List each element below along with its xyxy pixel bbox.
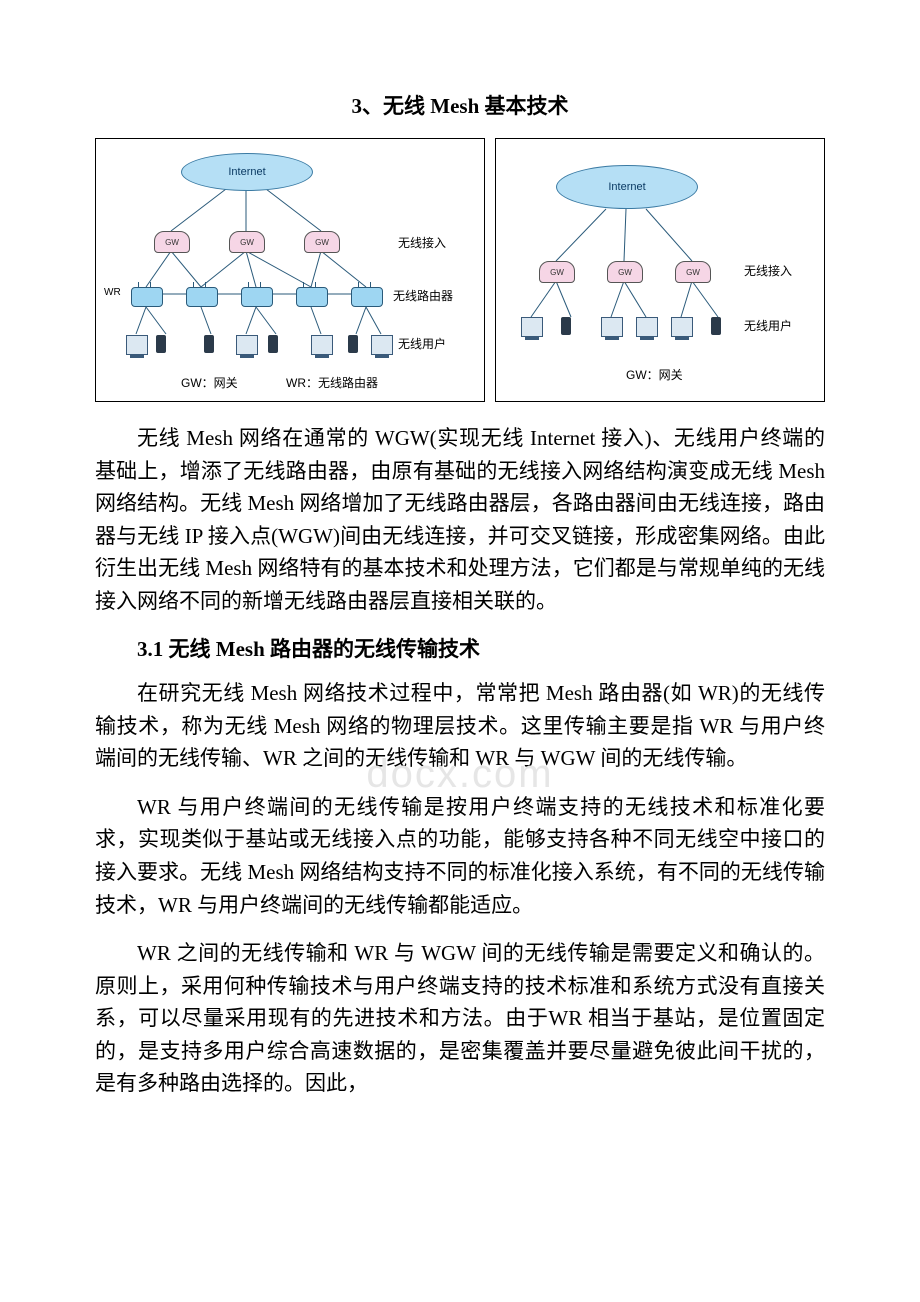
wr-node (186, 287, 218, 307)
phone-icon (348, 335, 358, 353)
wr-tag: WR (104, 287, 121, 298)
diagram-row: Internet GW GW GW 无线接入 WR 无线路由器 (95, 138, 825, 402)
diagram-right: Internet GW GW GW 无线接入 无线用户 GW：网关 (495, 138, 825, 402)
access-label: 无线接入 (744, 262, 792, 279)
phone-icon (268, 335, 278, 353)
pc-icon (126, 335, 148, 355)
footer-gw: GW：网关 (181, 374, 238, 391)
pc-icon (521, 317, 543, 337)
user-label: 无线用户 (398, 335, 446, 352)
gw-node: GW (607, 261, 643, 283)
section-title: 3、无线 Mesh 基本技术 (95, 90, 825, 120)
paragraph-2: 在研究无线 Mesh 网络技术过程中，常常把 Mesh 路由器(如 WR)的无线… (95, 677, 825, 775)
wr-node (241, 287, 273, 307)
router-label: 无线路由器 (393, 287, 453, 304)
internet-cloud: Internet (181, 153, 313, 191)
pc-icon (371, 335, 393, 355)
gw-node: GW (539, 261, 575, 283)
gw-node: GW (675, 261, 711, 283)
wr-node (296, 287, 328, 307)
paragraph-4: WR 之间的无线传输和 WR 与 WGW 间的无线传输是需要定义和确认的。原则上… (95, 937, 825, 1100)
user-label: 无线用户 (744, 317, 792, 334)
phone-icon (711, 317, 721, 335)
phone-icon (204, 335, 214, 353)
gw-node: GW (154, 231, 190, 253)
gw-node: GW (304, 231, 340, 253)
internet-cloud: Internet (556, 165, 698, 209)
phone-icon (156, 335, 166, 353)
footer-wr: WR：无线路由器 (286, 374, 378, 391)
footer-gw: GW：网关 (626, 366, 683, 383)
paragraph-1: 无线 Mesh 网络在通常的 WGW(实现无线 Internet 接入)、无线用… (95, 422, 825, 617)
gw-node: GW (229, 231, 265, 253)
sub-title: 3.1 无线 Mesh 路由器的无线传输技术 (95, 633, 825, 663)
pc-icon (236, 335, 258, 355)
phone-icon (561, 317, 571, 335)
pc-icon (601, 317, 623, 337)
wr-node (351, 287, 383, 307)
wr-node (131, 287, 163, 307)
access-label: 无线接入 (398, 234, 446, 251)
pc-icon (311, 335, 333, 355)
pc-icon (636, 317, 658, 337)
paragraph-3: WR 与用户终端间的无线传输是按用户终端支持的无线技术和标准化要求，实现类似于基… (95, 791, 825, 921)
pc-icon (671, 317, 693, 337)
diagram-left: Internet GW GW GW 无线接入 WR 无线路由器 (95, 138, 485, 402)
